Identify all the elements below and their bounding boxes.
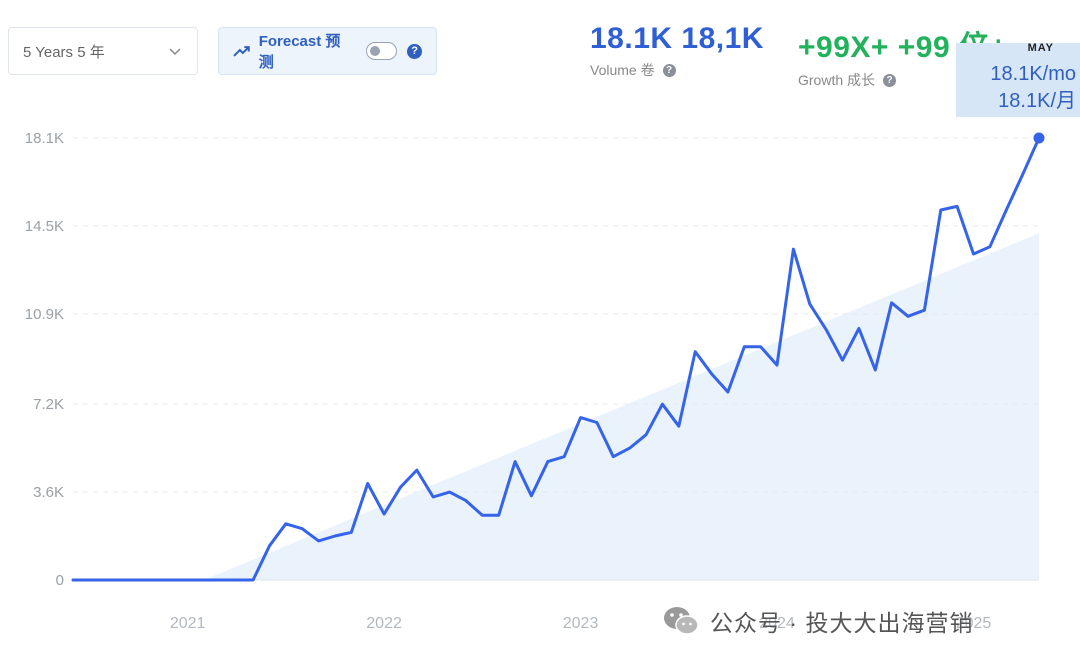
time-range-label: 5 Years 5 年 <box>23 43 105 61</box>
series-line <box>71 136 1041 582</box>
growth-label-row: Growth 成长 ? <box>798 70 1008 90</box>
volume-label-row: Volume 卷 ? <box>590 60 764 80</box>
y-tick-label: 18.1K <box>25 130 64 147</box>
growth-label: Growth 成长 <box>798 72 876 88</box>
help-icon[interactable]: ? <box>407 43 423 59</box>
toggle-knob <box>369 45 380 56</box>
trend-area <box>203 233 1040 581</box>
x-tick-label: 2023 <box>563 615 599 632</box>
volume-value: 18.1K 18,1K <box>590 22 764 55</box>
volume-metric: 18.1K 18,1K Volume 卷 ? <box>590 22 764 80</box>
y-tick-label: 0 <box>56 572 64 589</box>
last-data-point[interactable] <box>1033 132 1045 144</box>
watermark-text: 公众号 · 投大大出海营销 <box>710 610 974 636</box>
trend-area-layer <box>203 233 1040 581</box>
forecast-control: Forecast 预测 ? <box>218 27 437 75</box>
y-tick-label: 7.2K <box>33 396 64 413</box>
growth-help-icon[interactable]: ? <box>883 73 897 87</box>
x-tick-label: 2021 <box>170 615 206 632</box>
volume-help-icon[interactable]: ? <box>662 63 676 77</box>
time-range-select[interactable]: 5 Years 5 年 <box>8 27 198 75</box>
series-layer <box>71 132 1045 582</box>
grid-layer <box>73 137 1039 581</box>
watermark: 公众号 · 投大大出海营销 <box>662 604 973 638</box>
tooltip-value-en: 18.1K/mo <box>990 63 1076 85</box>
chevron-down-icon <box>169 48 181 56</box>
y-tick-label: 10.9K <box>25 306 64 323</box>
wechat-icon <box>664 607 699 635</box>
x-tick-label: 2022 <box>366 615 402 632</box>
y-axis: 0 3.6K 7.2K 10.9K 14.5K 18.1K <box>25 130 64 589</box>
tooltip-month: MAY <box>1027 43 1054 54</box>
trending-up-icon <box>233 46 250 57</box>
x-axis: 2021 2022 2023 2024 2025 <box>170 615 992 632</box>
hover-tooltip: MAY 18.1K/mo 18.1K/月 <box>956 43 1080 117</box>
y-tick-label: 3.6K <box>33 484 64 501</box>
forecast-toggle[interactable] <box>365 42 398 60</box>
x-tick-label: 2024 <box>759 615 795 632</box>
x-tick-label: 2025 <box>956 615 992 632</box>
tooltip-value-zh: 18.1K/月 <box>998 90 1076 112</box>
forecast-label: Forecast 预测 <box>258 33 341 71</box>
y-tick-label: 14.5K <box>25 218 64 235</box>
volume-label: Volume 卷 <box>590 62 655 78</box>
